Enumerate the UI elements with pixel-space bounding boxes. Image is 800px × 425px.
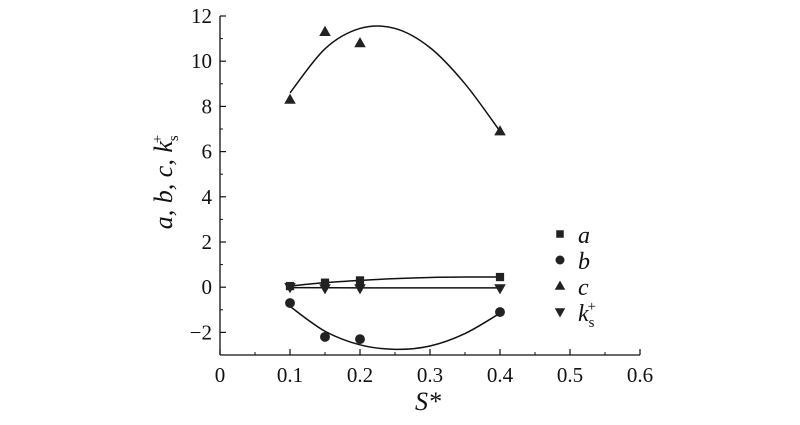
y-tick-label: 0 [202, 275, 213, 299]
legend-marker-ks [554, 308, 566, 318]
fit-curves [289, 25, 501, 351]
point-ks [319, 284, 331, 295]
y-tick-label: −2 [190, 320, 212, 344]
fit-curve-b [289, 305, 501, 351]
legend-label-c: c [578, 275, 589, 301]
axes [219, 15, 641, 356]
point-c [284, 93, 296, 104]
x-tick-label: 0 [215, 363, 226, 387]
point-ks [494, 284, 506, 295]
point-c [354, 37, 366, 48]
point-ks [354, 284, 366, 295]
point-ks [284, 283, 296, 294]
point-a [320, 278, 330, 287]
legend-marker-a [556, 230, 564, 238]
x-tick-label: 0.4 [487, 363, 514, 387]
point-a [355, 276, 365, 285]
point-c [494, 125, 506, 136]
x-axis-title: S* [415, 387, 441, 416]
y-tick-label: 2 [202, 230, 213, 254]
y-tick-label: 6 [202, 140, 213, 164]
x-tick-label: 0.2 [347, 363, 373, 387]
legend-label-ks: ks+ [578, 299, 596, 331]
x-tick-label: 0.1 [277, 363, 303, 387]
y-axis-title: a, b, c, ks+ [149, 135, 182, 229]
point-b [320, 331, 330, 342]
legend-label-a: a [578, 223, 590, 249]
y-tick-label: 8 [202, 94, 213, 118]
point-c [319, 25, 331, 36]
x-tick-label: 0.5 [557, 363, 583, 387]
y-tick-label: 10 [191, 49, 212, 73]
y-tick-label: 4 [202, 185, 213, 209]
x-tick-label: 0.3 [417, 363, 443, 387]
fit-curve-c [289, 25, 501, 132]
point-b [285, 298, 295, 308]
x-tick-label: 0.6 [627, 363, 653, 387]
legend-marker-b [555, 255, 565, 265]
y-tick-label: 12 [191, 4, 212, 28]
point-b [355, 334, 365, 345]
legend-label-b: b [578, 249, 590, 275]
legend-marker-c [554, 280, 566, 290]
svg-text:a, b, c, ks+: a, b, c, ks+ [149, 135, 182, 229]
point-b [495, 307, 505, 318]
point-a [495, 272, 505, 282]
data-points [284, 25, 506, 345]
